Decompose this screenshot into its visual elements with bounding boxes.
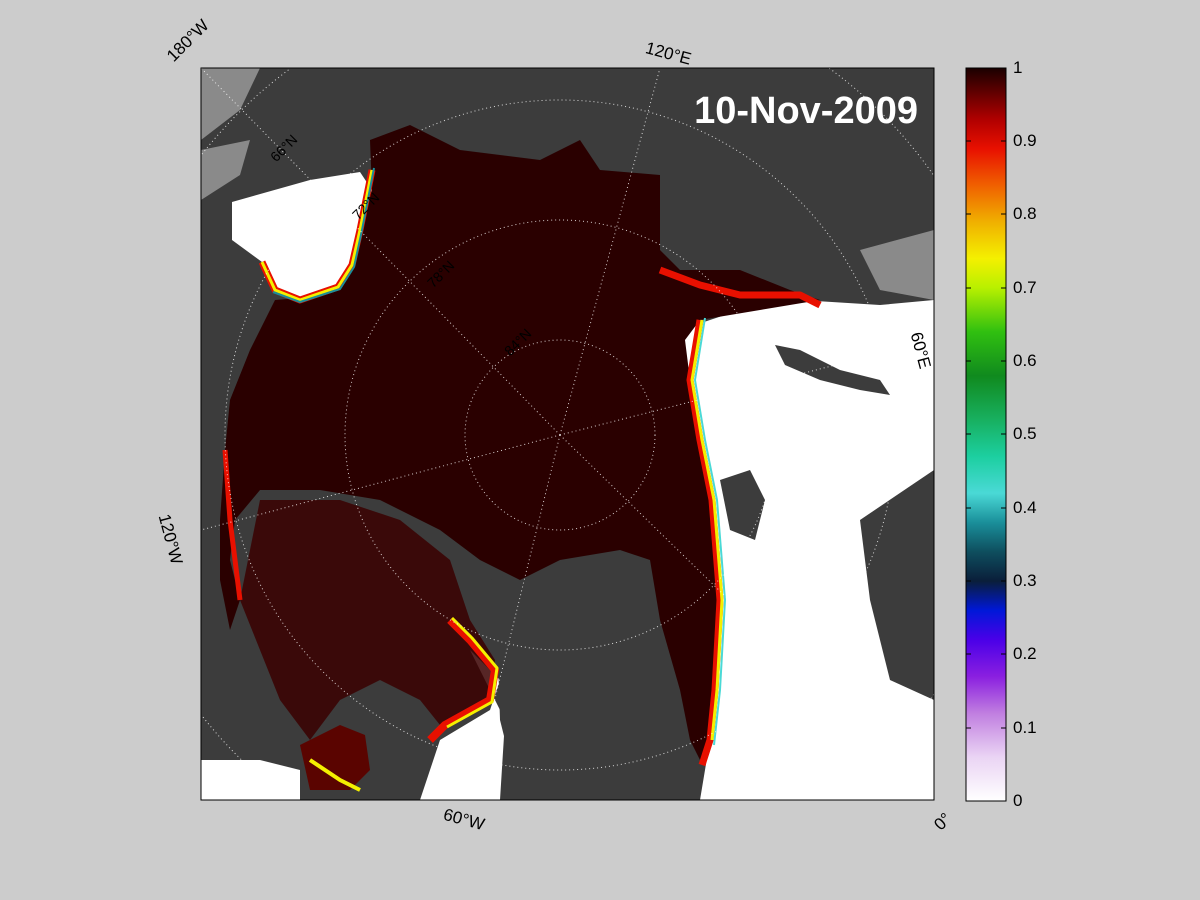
open-water-baffin [420, 650, 505, 800]
svalbard-land [720, 470, 765, 540]
colorbar-tick-label: 0 [1013, 791, 1023, 810]
colorbar-tick-label: 0.4 [1013, 498, 1037, 517]
greenland-land [490, 540, 700, 800]
graticule [201, 68, 934, 800]
colorbar-tick-label: 0.9 [1013, 131, 1037, 150]
out-of-domain-land [201, 68, 260, 140]
sea-ice-pack [220, 125, 820, 760]
colorbar-tick-label: 0.2 [1013, 644, 1037, 663]
open-water-labrador [201, 760, 300, 800]
open-water-atlantic [680, 300, 934, 800]
date-label: 10-Nov-2009 [694, 90, 918, 132]
ice-edge [222, 167, 822, 792]
out-of-domain-land [201, 140, 250, 200]
map-panel [201, 68, 934, 800]
novaya-zemlya-land [775, 345, 890, 395]
colorbar [966, 68, 1006, 801]
colorbar-tick-label: 0.5 [1013, 424, 1037, 443]
sea-ice-hudson [300, 725, 370, 790]
out-of-domain-land [860, 230, 934, 300]
colorbar-ticks [966, 140, 1006, 802]
colorbar-tick-label: 1 [1013, 58, 1023, 77]
colorbar-tick-label: 0.6 [1013, 351, 1037, 370]
colorbar-tick-label: 0.7 [1013, 278, 1037, 297]
colorbar-tick-label: 0.3 [1013, 571, 1037, 590]
scandinavia-land [860, 470, 934, 700]
colorbar-tick-label: 0.8 [1013, 204, 1037, 223]
colorbar-tick-label: 0.1 [1013, 718, 1037, 737]
map-frame [200, 67, 935, 801]
sea-ice-archipelago [240, 500, 495, 740]
